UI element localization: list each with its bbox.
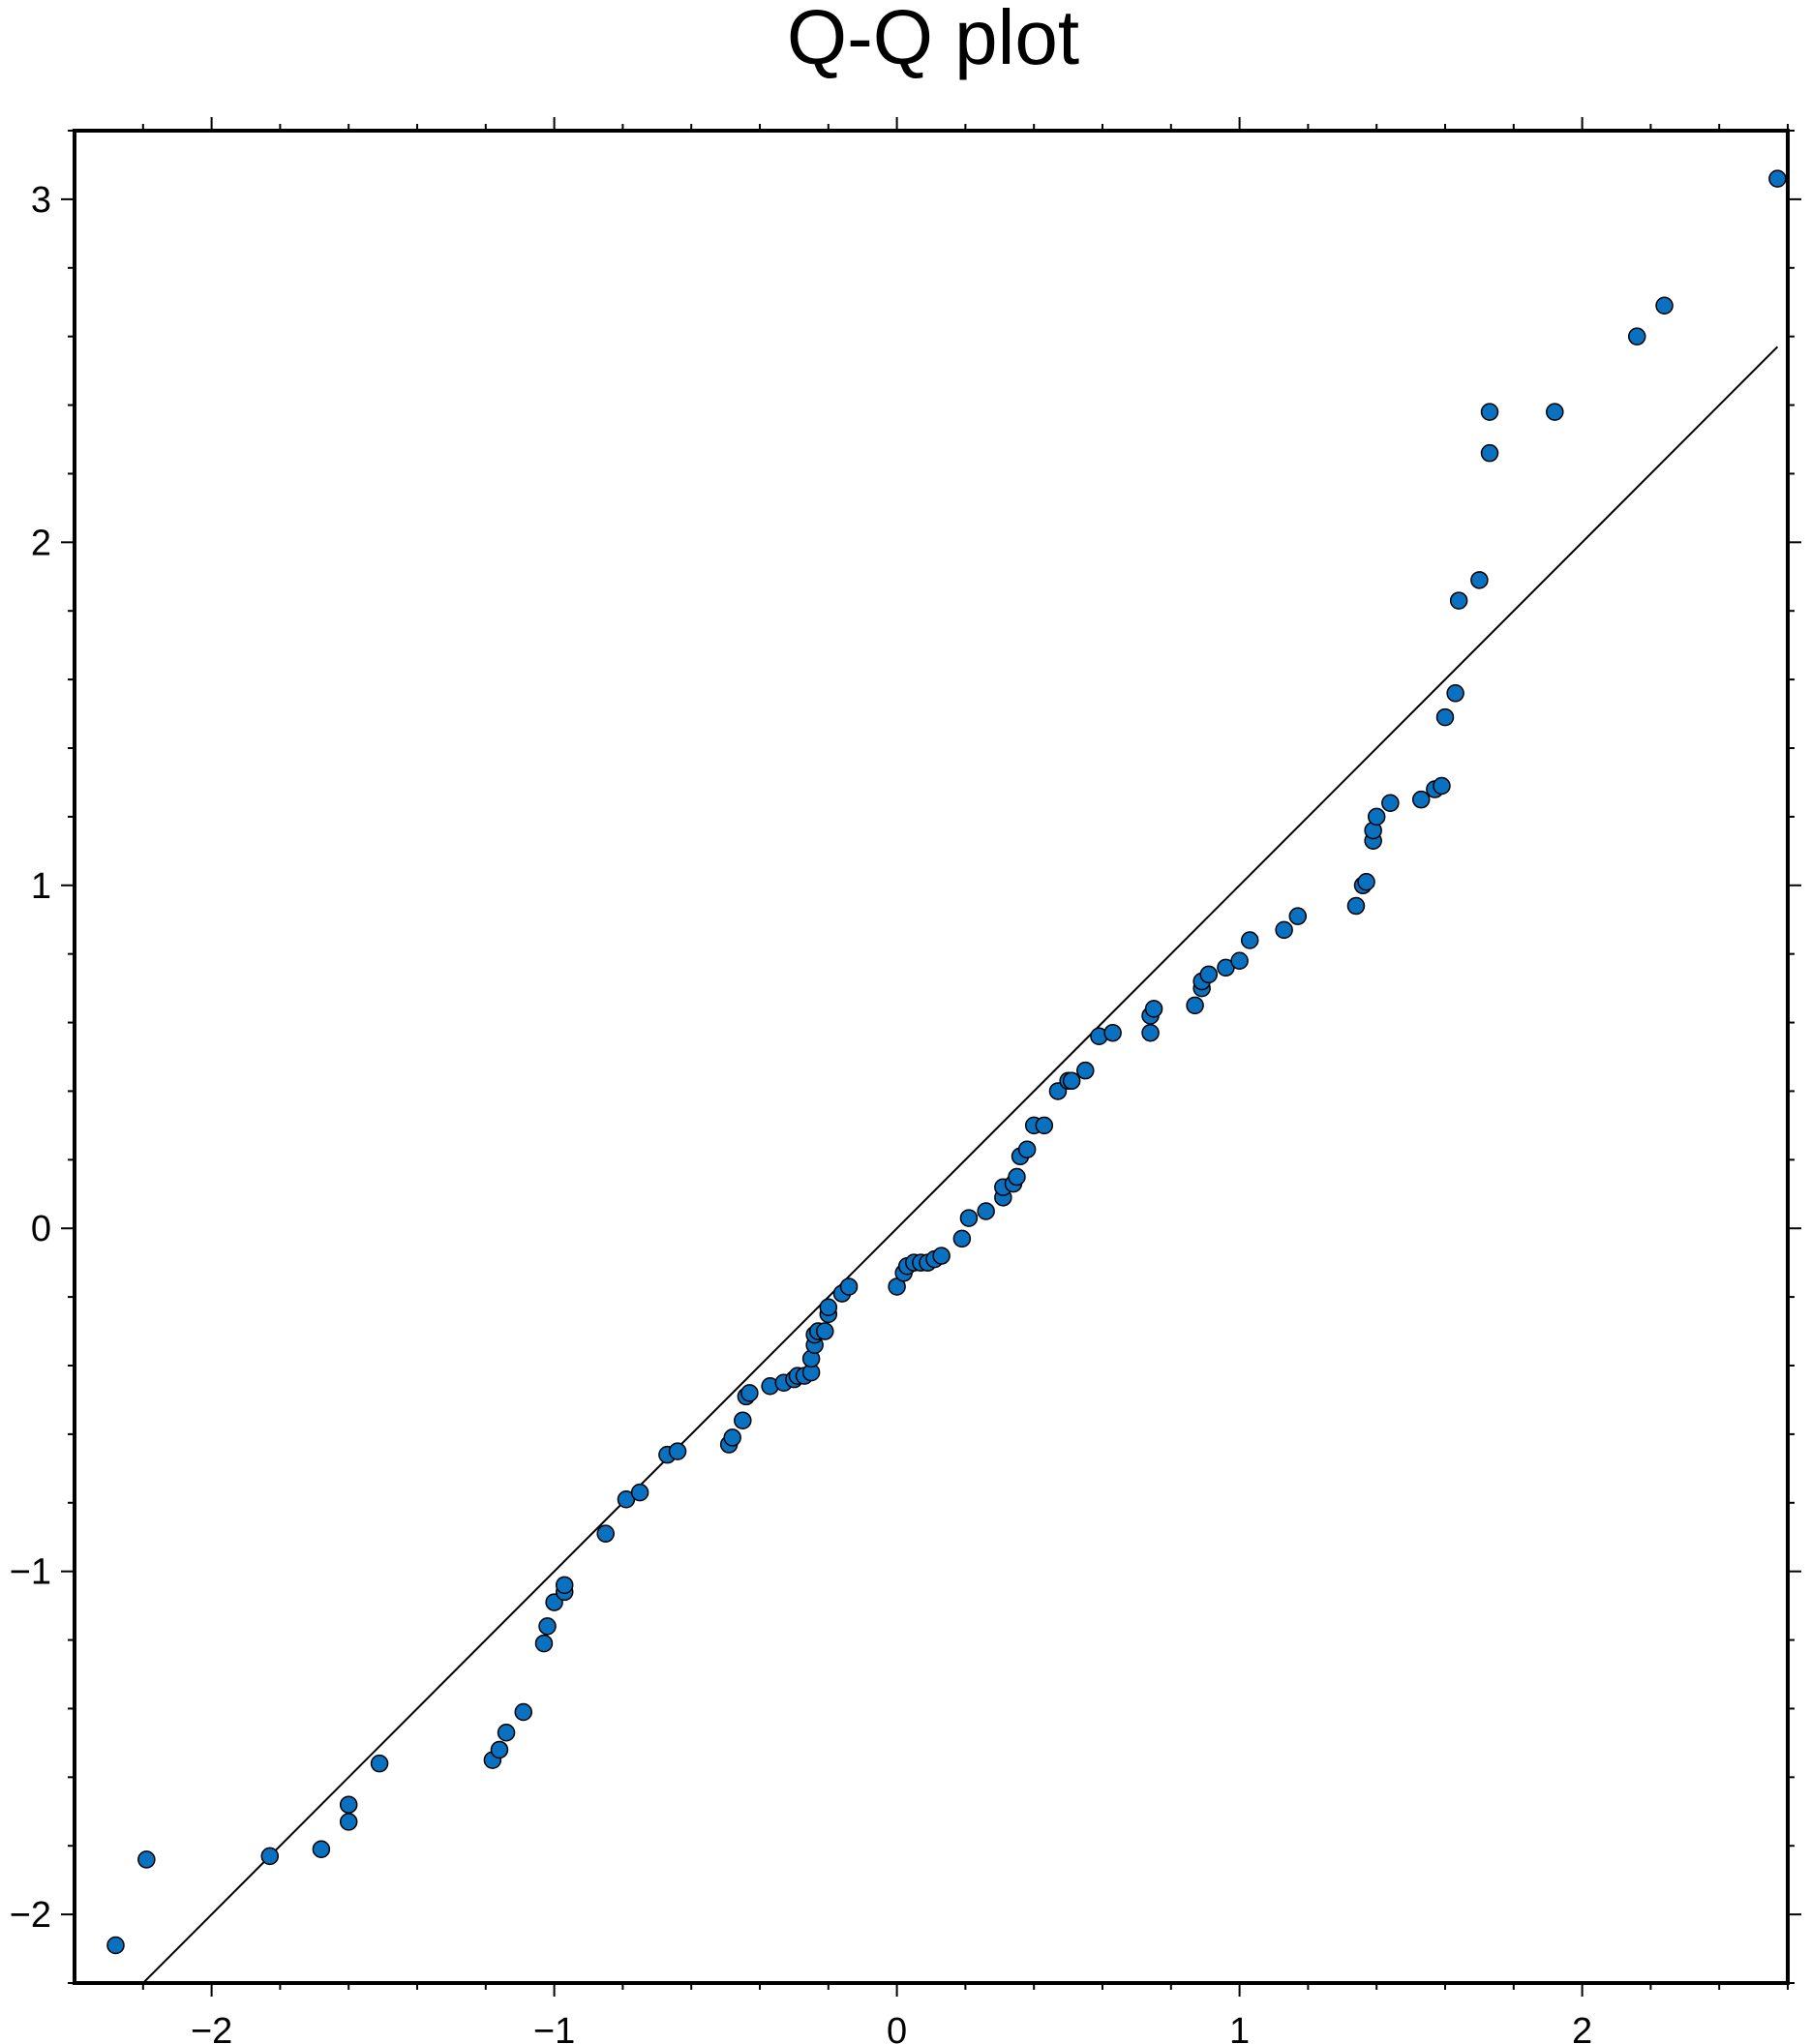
data-point xyxy=(740,1384,759,1402)
data-point xyxy=(534,1634,554,1653)
data-point xyxy=(1017,1140,1037,1158)
y-tick-label: −2 xyxy=(10,1895,51,1936)
data-point xyxy=(1546,403,1564,421)
data-point xyxy=(959,1209,979,1227)
y-tick-label: 2 xyxy=(31,523,51,563)
data-point xyxy=(1357,872,1375,891)
data-point xyxy=(1199,965,1218,984)
data-point xyxy=(1076,1061,1095,1080)
data-point xyxy=(1035,1116,1054,1135)
data-point xyxy=(1381,794,1400,812)
data-point xyxy=(514,1702,532,1722)
data-point xyxy=(370,1754,389,1773)
data-point xyxy=(723,1428,741,1447)
y-tick-label: 3 xyxy=(31,180,51,221)
data-point xyxy=(932,1247,951,1265)
chart-title: Q-Q plot xyxy=(787,0,1079,80)
x-tick-label: −1 xyxy=(533,2011,575,2044)
data-point xyxy=(106,1936,125,1955)
data-point xyxy=(1433,776,1451,796)
data-point xyxy=(1275,920,1293,940)
data-point xyxy=(1435,707,1455,727)
data-point xyxy=(1103,1023,1122,1042)
y-tick-label: 1 xyxy=(31,866,51,907)
data-point xyxy=(1062,1071,1081,1091)
data-point xyxy=(734,1411,752,1429)
axis-ticks xyxy=(61,117,1801,1997)
data-point xyxy=(555,1576,574,1595)
data-point xyxy=(1288,907,1308,925)
data-point xyxy=(952,1229,972,1248)
x-tick-label: 0 xyxy=(887,2011,907,2044)
data-point xyxy=(497,1724,516,1742)
y-tick-label: −1 xyxy=(10,1552,51,1593)
data-point xyxy=(1480,443,1499,463)
x-tick-label: 1 xyxy=(1229,2011,1250,2044)
data-point xyxy=(1144,1000,1163,1018)
data-point xyxy=(1141,1023,1160,1042)
data-point xyxy=(596,1524,615,1543)
data-point xyxy=(137,1850,156,1869)
tick-labels: −2 −1 0 1 2 −2 −1 0 1 2 3 xyxy=(10,180,1592,2044)
data-point xyxy=(816,1322,834,1340)
data-point xyxy=(1627,327,1646,346)
data-point xyxy=(1240,931,1259,949)
data-point xyxy=(1346,896,1366,916)
data-point xyxy=(1411,790,1431,809)
x-tick-label: 2 xyxy=(1572,2011,1592,2044)
data-point xyxy=(1446,684,1464,703)
data-point xyxy=(339,1813,358,1831)
data-point xyxy=(1367,807,1386,827)
data-point xyxy=(1480,403,1499,421)
data-point xyxy=(1186,996,1204,1015)
y-tick-label: 0 xyxy=(31,1209,51,1249)
data-point xyxy=(538,1617,557,1636)
data-point xyxy=(1768,169,1787,188)
data-point xyxy=(977,1202,995,1220)
data-point xyxy=(1008,1167,1026,1187)
data-point xyxy=(490,1740,509,1759)
data-point xyxy=(630,1483,649,1502)
x-tick-label: −2 xyxy=(191,2011,232,2044)
data-point xyxy=(839,1278,859,1296)
data-point xyxy=(1449,591,1468,610)
data-points xyxy=(106,169,1787,1955)
data-point xyxy=(668,1442,687,1460)
data-point xyxy=(819,1298,838,1316)
data-point xyxy=(339,1795,358,1814)
data-point xyxy=(1655,296,1674,316)
data-point xyxy=(1470,571,1489,589)
plot-frame xyxy=(73,129,1790,1985)
reference-line xyxy=(141,346,1779,1983)
data-point xyxy=(1230,951,1249,971)
data-point xyxy=(312,1840,331,1859)
data-point xyxy=(260,1847,280,1866)
